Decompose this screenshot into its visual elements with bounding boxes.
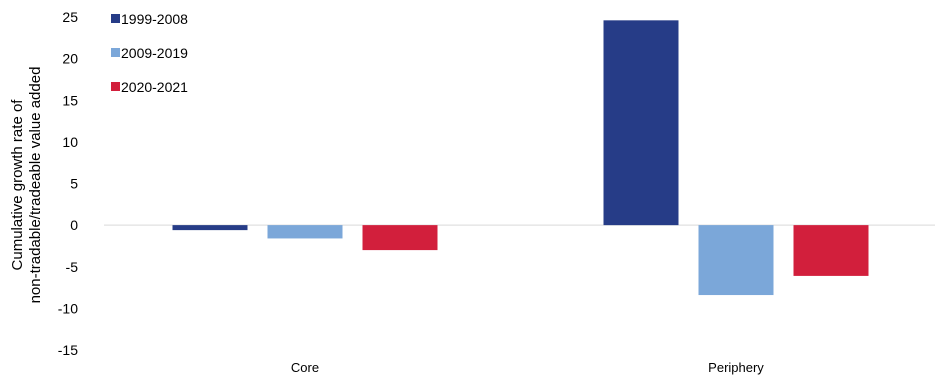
- bar-2009-2019-core: [267, 225, 343, 239]
- y-tick-label: 15: [62, 92, 78, 108]
- legend-label-2009-2019: 2009-2019: [121, 45, 188, 61]
- y-tick-label: 20: [62, 51, 78, 67]
- legend-label-1999-2008: 1999-2008: [121, 11, 188, 27]
- y-axis-label-line-2: non-tradable/tradeable value added: [27, 67, 44, 304]
- bar-1999-2008-periphery: [603, 20, 679, 226]
- y-axis-label-line-1: Cumulative growth rate of: [9, 99, 26, 271]
- legend-swatch-2020-2021: [111, 82, 120, 91]
- category-labels: Core Periphery: [291, 360, 764, 375]
- bars: [172, 20, 869, 296]
- y-tick-label: 25: [62, 9, 78, 25]
- category-label-periphery: Periphery: [708, 360, 764, 375]
- legend: 1999-2008 2009-2019 2020-2021: [111, 11, 188, 95]
- bar-2009-2019-periphery: [698, 225, 774, 296]
- y-tick-label: 0: [70, 217, 78, 233]
- y-tick-label: -15: [58, 342, 78, 358]
- y-axis-label: Cumulative growth rate of non-tradable/t…: [9, 67, 44, 304]
- y-tick-label: 5: [70, 176, 78, 192]
- bar-2020-2021-periphery: [793, 225, 869, 276]
- legend-swatch-1999-2008: [111, 14, 120, 23]
- legend-swatch-2009-2019: [111, 48, 120, 57]
- category-label-core: Core: [291, 360, 319, 375]
- y-axis-ticks: 25 20 15 10 5 0 -5 -10 -15: [58, 9, 78, 358]
- legend-label-2020-2021: 2020-2021: [121, 79, 188, 95]
- y-tick-label: -5: [66, 259, 79, 275]
- y-tick-label: -10: [58, 300, 78, 316]
- y-tick-label: 10: [62, 134, 78, 150]
- bar-2020-2021-core: [362, 225, 438, 251]
- bar-1999-2008-core: [172, 225, 248, 231]
